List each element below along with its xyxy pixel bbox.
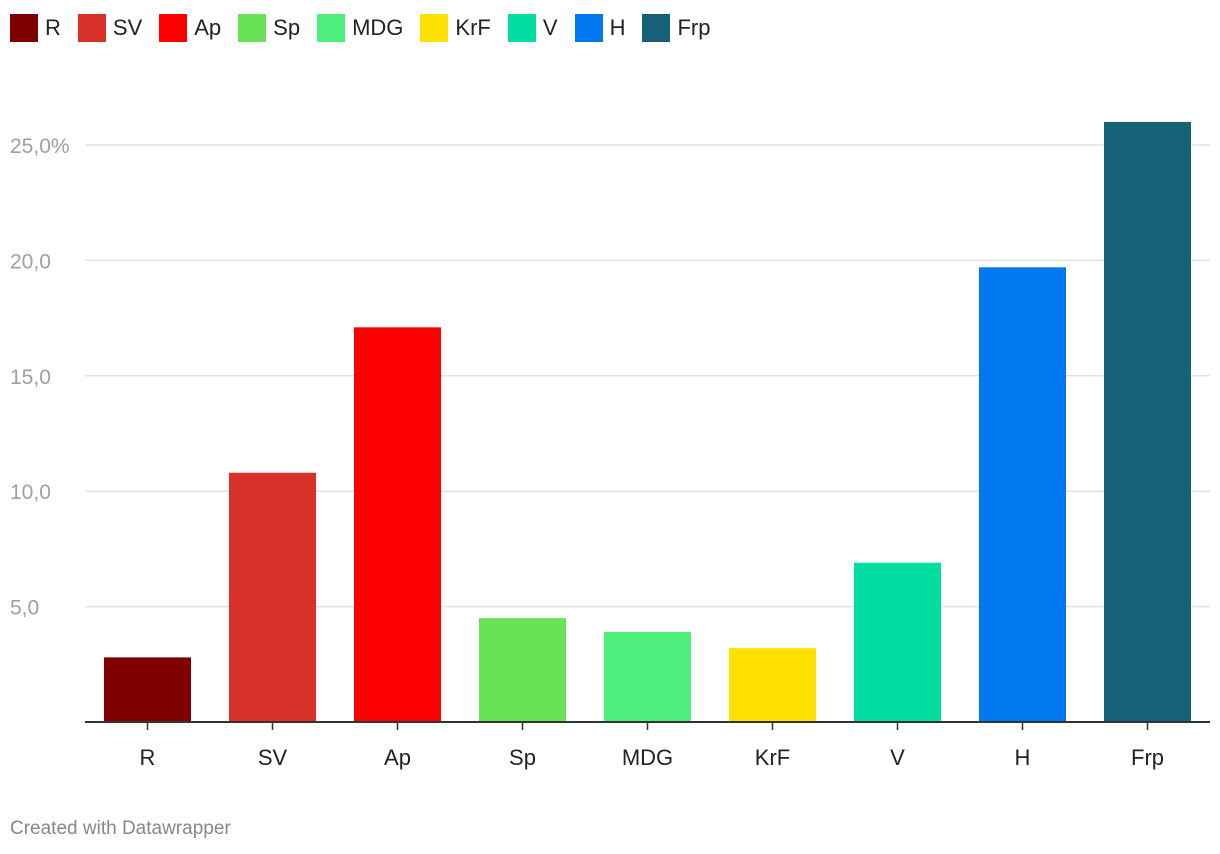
- legend-swatch: [317, 14, 346, 42]
- y-axis-tick-labels: 5,0 10,0 15,0 20,0 25,0%: [10, 135, 70, 620]
- x-tick-label: V: [890, 745, 905, 770]
- chart-legend: R SV Ap Sp MDG KrF V H Frp: [10, 14, 727, 42]
- bar-sp: [479, 618, 566, 722]
- legend-label: Frp: [677, 15, 711, 40]
- legend-item-frp: Frp: [642, 14, 710, 42]
- legend-item-h: H: [574, 14, 626, 42]
- legend-label: V: [542, 15, 558, 40]
- bar-sv: [229, 472, 316, 722]
- legend-label: KrF: [455, 15, 491, 40]
- legend-item-v: V: [507, 14, 558, 42]
- legend-swatch: [238, 14, 267, 42]
- bars: [104, 121, 1191, 723]
- bar-krf: [729, 648, 816, 722]
- bar-v: [854, 562, 941, 722]
- legend-item-sp: Sp: [238, 14, 300, 42]
- legend-item-krf: KrF: [420, 14, 491, 42]
- legend-label: Ap: [194, 15, 222, 40]
- legend-swatch: [574, 14, 603, 42]
- x-axis: [85, 721, 1210, 730]
- legend-swatch: [77, 14, 106, 42]
- bar-r: [104, 657, 191, 722]
- x-tick-label: SV: [258, 745, 288, 770]
- bar-mdg: [604, 631, 691, 722]
- bar-frp: [1104, 121, 1191, 723]
- legend-item-ap: Ap: [159, 14, 221, 42]
- y-tick-label: 5,0: [10, 597, 39, 620]
- x-tick-label: Frp: [1131, 745, 1164, 770]
- legend-label: R: [45, 15, 61, 40]
- legend-item-sv: SV: [77, 14, 143, 42]
- legend-label: H: [609, 15, 626, 40]
- x-tick-label: R: [140, 745, 156, 770]
- y-tick-label: 15,0: [10, 366, 51, 389]
- x-tick-label: Ap: [384, 745, 411, 770]
- bar-ap: [354, 327, 441, 722]
- x-tick-label: MDG: [622, 745, 673, 770]
- x-tick-label: Sp: [509, 745, 536, 770]
- legend-swatch: [159, 14, 188, 42]
- legend-swatch: [507, 14, 536, 42]
- y-tick-label: 20,0: [10, 250, 51, 273]
- bar-h: [979, 267, 1066, 722]
- x-axis-tick-labels: R SV Ap Sp MDG KrF V H Frp: [140, 745, 1164, 770]
- legend-label: Sp: [273, 15, 301, 40]
- legend-swatch: [10, 14, 38, 42]
- datawrapper-credit: Created with Datawrapper: [10, 818, 231, 839]
- legend-label: SV: [112, 15, 143, 40]
- legend-swatch: [642, 14, 671, 42]
- y-tick-label: 10,0: [10, 481, 51, 504]
- legend-item-r: R: [10, 14, 61, 42]
- legend-item-mdg: MDG: [317, 14, 403, 42]
- legend-label: MDG: [352, 15, 404, 40]
- legend-swatch: [420, 14, 449, 42]
- y-tick-label: 25,0%: [10, 135, 70, 158]
- x-tick-label: KrF: [755, 745, 790, 770]
- x-tick-label: H: [1015, 745, 1031, 770]
